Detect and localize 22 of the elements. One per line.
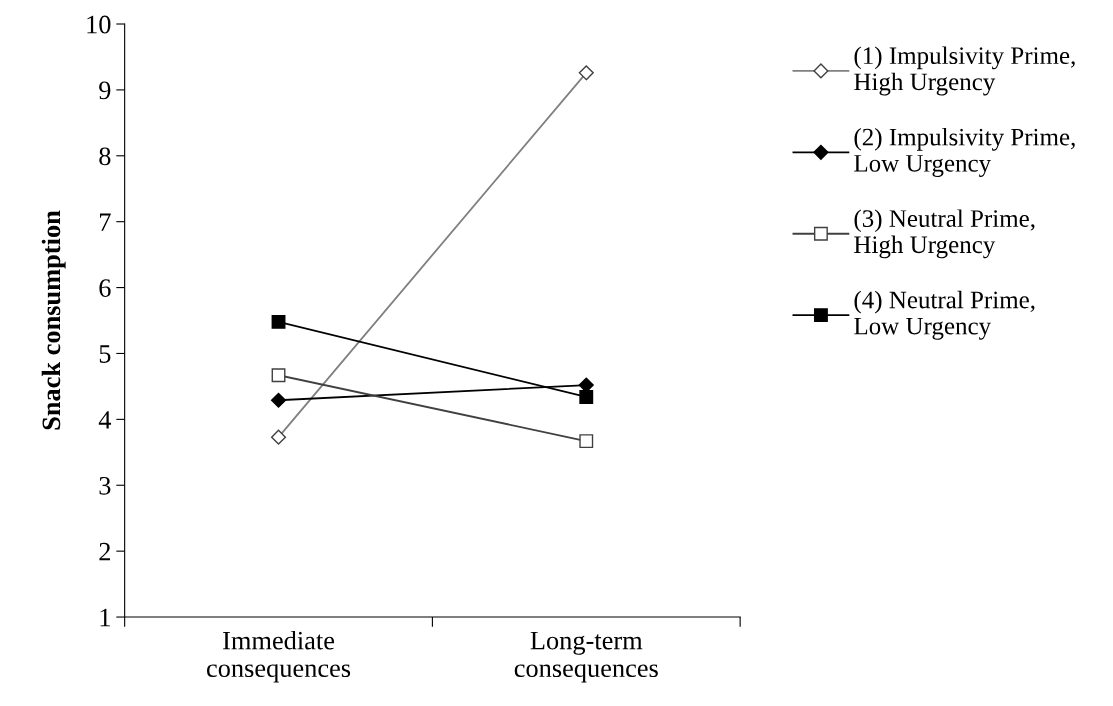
y-tick-label: 4	[98, 411, 112, 429]
legend-label: (1) Impulsivity Prime, High Urgency	[854, 46, 1075, 96]
x-tick-label: Immediate consequences	[206, 630, 351, 683]
point	[271, 368, 286, 383]
x-tick-label: Long-term consequences	[514, 631, 658, 683]
y-tick-label: 3	[99, 476, 111, 495]
point	[270, 392, 287, 408]
y-tick-label: 8	[99, 147, 111, 166]
y-tick-label: 9	[99, 81, 111, 100]
legend-label: (2) Impulsivity Prime, Low Urgency	[854, 127, 1075, 177]
y-tick-label: 10	[87, 15, 111, 34]
y-tick-label: 5	[99, 345, 111, 363]
legend-label: (3) Neutral Prime, High Urgency	[854, 209, 1035, 259]
point	[579, 434, 594, 449]
y-tick-label: 7	[100, 213, 111, 231]
legend-label: (4) Neutral Prime, Low Urgency	[854, 290, 1035, 340]
point	[579, 390, 594, 404]
point	[271, 314, 286, 329]
y-tick-label: 1	[100, 608, 110, 627]
y-tick-label: 2	[99, 542, 111, 561]
y-tick-label: 6	[99, 279, 111, 297]
y-axis-title: Snack consumption	[41, 210, 66, 430]
